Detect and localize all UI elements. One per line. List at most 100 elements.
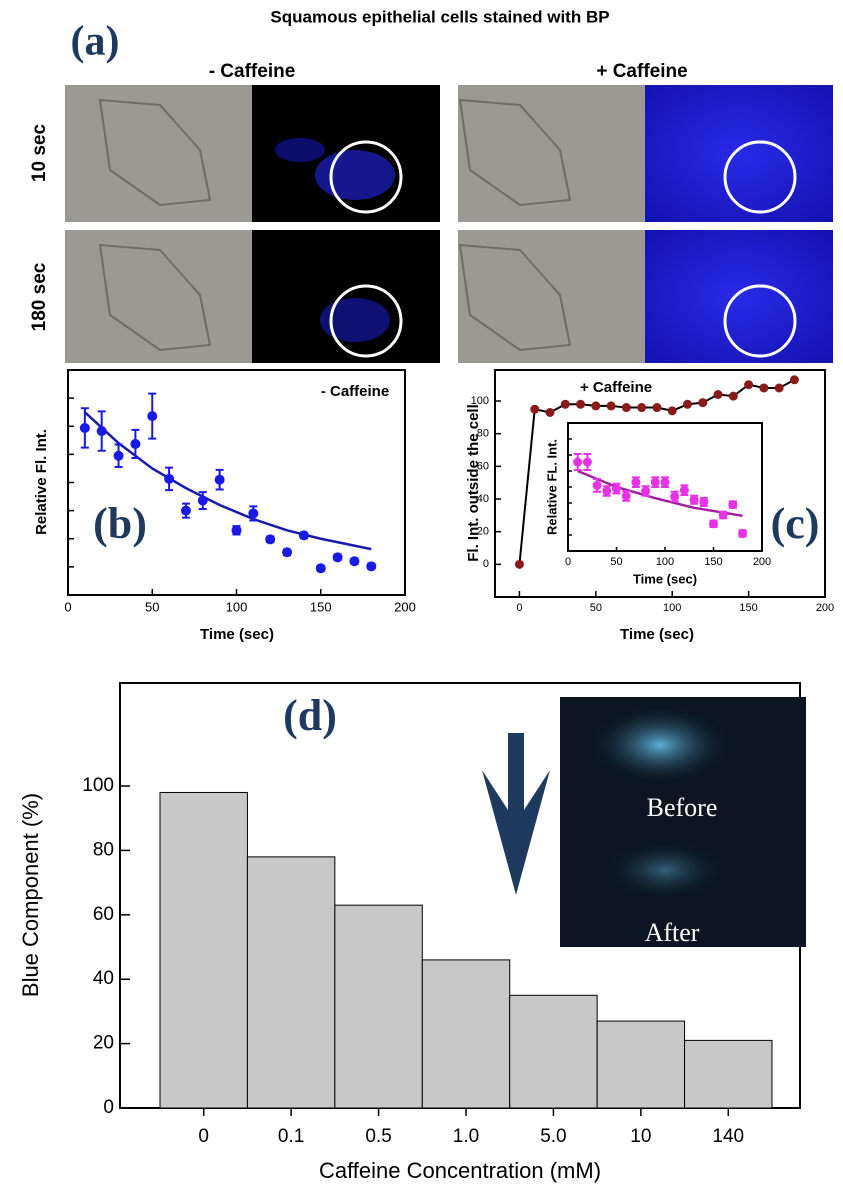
data-point	[366, 561, 377, 572]
image-pair	[458, 230, 833, 363]
data-point	[514, 559, 524, 569]
data-point	[113, 450, 124, 461]
data-point	[231, 525, 242, 536]
x-tick-label: 10	[630, 1126, 651, 1147]
y-tick-label: 80	[93, 839, 114, 860]
y-tick-label: 40	[477, 493, 489, 505]
x-tick-label: 5.0	[540, 1126, 566, 1147]
data-point	[582, 457, 592, 467]
bar	[509, 994, 598, 1109]
x-axis-label: Time (sec)	[620, 626, 694, 643]
panel-label: (b)	[93, 499, 147, 548]
data-point	[545, 407, 555, 417]
data-point	[631, 477, 641, 487]
data-point	[637, 403, 647, 413]
x-axis-label: Time (sec)	[200, 626, 274, 643]
data-point	[650, 477, 660, 487]
data-point	[315, 563, 326, 574]
data-point	[670, 492, 680, 502]
data-point	[530, 404, 540, 414]
x-tick-label: 140	[712, 1126, 744, 1147]
x-axis-label: Time (sec)	[633, 571, 697, 586]
panel-label: (a)	[71, 19, 120, 65]
data-point	[214, 474, 225, 485]
y-tick-label: 40	[93, 968, 114, 989]
x-tick-label: 150	[704, 556, 722, 568]
row-label: 10 sec	[29, 124, 50, 183]
panel-label: (d)	[283, 691, 337, 740]
y-axis-label: Relative FL. Int.	[544, 439, 559, 535]
bar	[159, 791, 248, 1109]
x-tick-label: 200	[816, 602, 834, 614]
data-point	[130, 438, 141, 449]
x-tick-label: 0	[516, 602, 522, 614]
inset-label: Before	[647, 793, 718, 822]
fit-line	[577, 469, 743, 518]
column-label: + Caffeine	[596, 61, 687, 82]
data-point	[774, 383, 784, 393]
x-tick-label: 150	[739, 602, 757, 614]
plot-frame	[494, 369, 826, 598]
figure-title: Squamous epithelial cells stained with B…	[270, 7, 609, 26]
data-point	[96, 426, 107, 437]
data-point	[560, 399, 570, 409]
micrographs	[65, 85, 833, 363]
image-pair	[458, 85, 833, 222]
x-tick-label: 100	[663, 602, 681, 614]
data-point	[667, 406, 677, 416]
data-point	[248, 508, 259, 519]
data-point	[789, 375, 799, 385]
data-point	[759, 383, 769, 393]
data-point	[728, 500, 738, 510]
y-tick-label: 60	[93, 904, 114, 925]
x-tick-label: 50	[145, 599, 159, 614]
x-tick-label: 200	[394, 599, 416, 614]
bar	[596, 1020, 686, 1109]
x-tick-label: 0	[565, 556, 571, 568]
data-point	[197, 495, 208, 506]
data-point	[592, 480, 602, 490]
annotation: - Caffeine	[321, 383, 389, 400]
data-point	[147, 411, 158, 422]
data-point	[602, 486, 612, 496]
x-tick-label: 200	[753, 556, 771, 568]
fit-line	[84, 411, 372, 551]
y-tick-label: 0	[103, 1097, 114, 1118]
x-tick-label: 100	[226, 599, 248, 614]
inset-image: Before After	[560, 697, 806, 947]
data-point	[641, 486, 651, 496]
row-label: 180 sec	[29, 262, 50, 331]
data-point	[612, 484, 621, 494]
bar	[684, 1039, 773, 1109]
data-point	[744, 380, 754, 390]
data-point	[699, 497, 709, 507]
x-tick-label: 0.1	[278, 1126, 304, 1147]
bar	[334, 904, 423, 1109]
annotation: + Caffeine	[580, 379, 652, 396]
data-point	[683, 399, 692, 409]
y-tick-label: 0	[483, 558, 489, 570]
y-tick-label: 60	[477, 460, 489, 472]
data-point	[713, 389, 723, 399]
data-point	[698, 398, 708, 408]
data-point	[718, 510, 728, 520]
x-tick-label: 100	[656, 556, 674, 568]
image-pair	[65, 230, 440, 363]
data-point	[591, 401, 601, 411]
x-tick-label: 150	[310, 599, 332, 614]
data-point	[660, 477, 670, 487]
x-tick-label: 1.0	[453, 1126, 479, 1147]
y-tick-label: 100	[82, 775, 114, 796]
image-pair	[65, 85, 440, 222]
data-point	[332, 552, 343, 563]
y-tick-label: 80	[477, 428, 489, 440]
y-tick-label: 20	[477, 526, 489, 538]
x-axis-label: Caffeine Concentration (mM)	[319, 1158, 601, 1183]
data-point	[79, 422, 90, 433]
data-point	[738, 528, 748, 538]
x-tick-label: 50	[610, 556, 622, 568]
y-tick-label: 100	[471, 395, 489, 407]
x-tick-label: 0	[198, 1126, 209, 1147]
y-axis-label: Blue Component (%)	[18, 793, 43, 997]
